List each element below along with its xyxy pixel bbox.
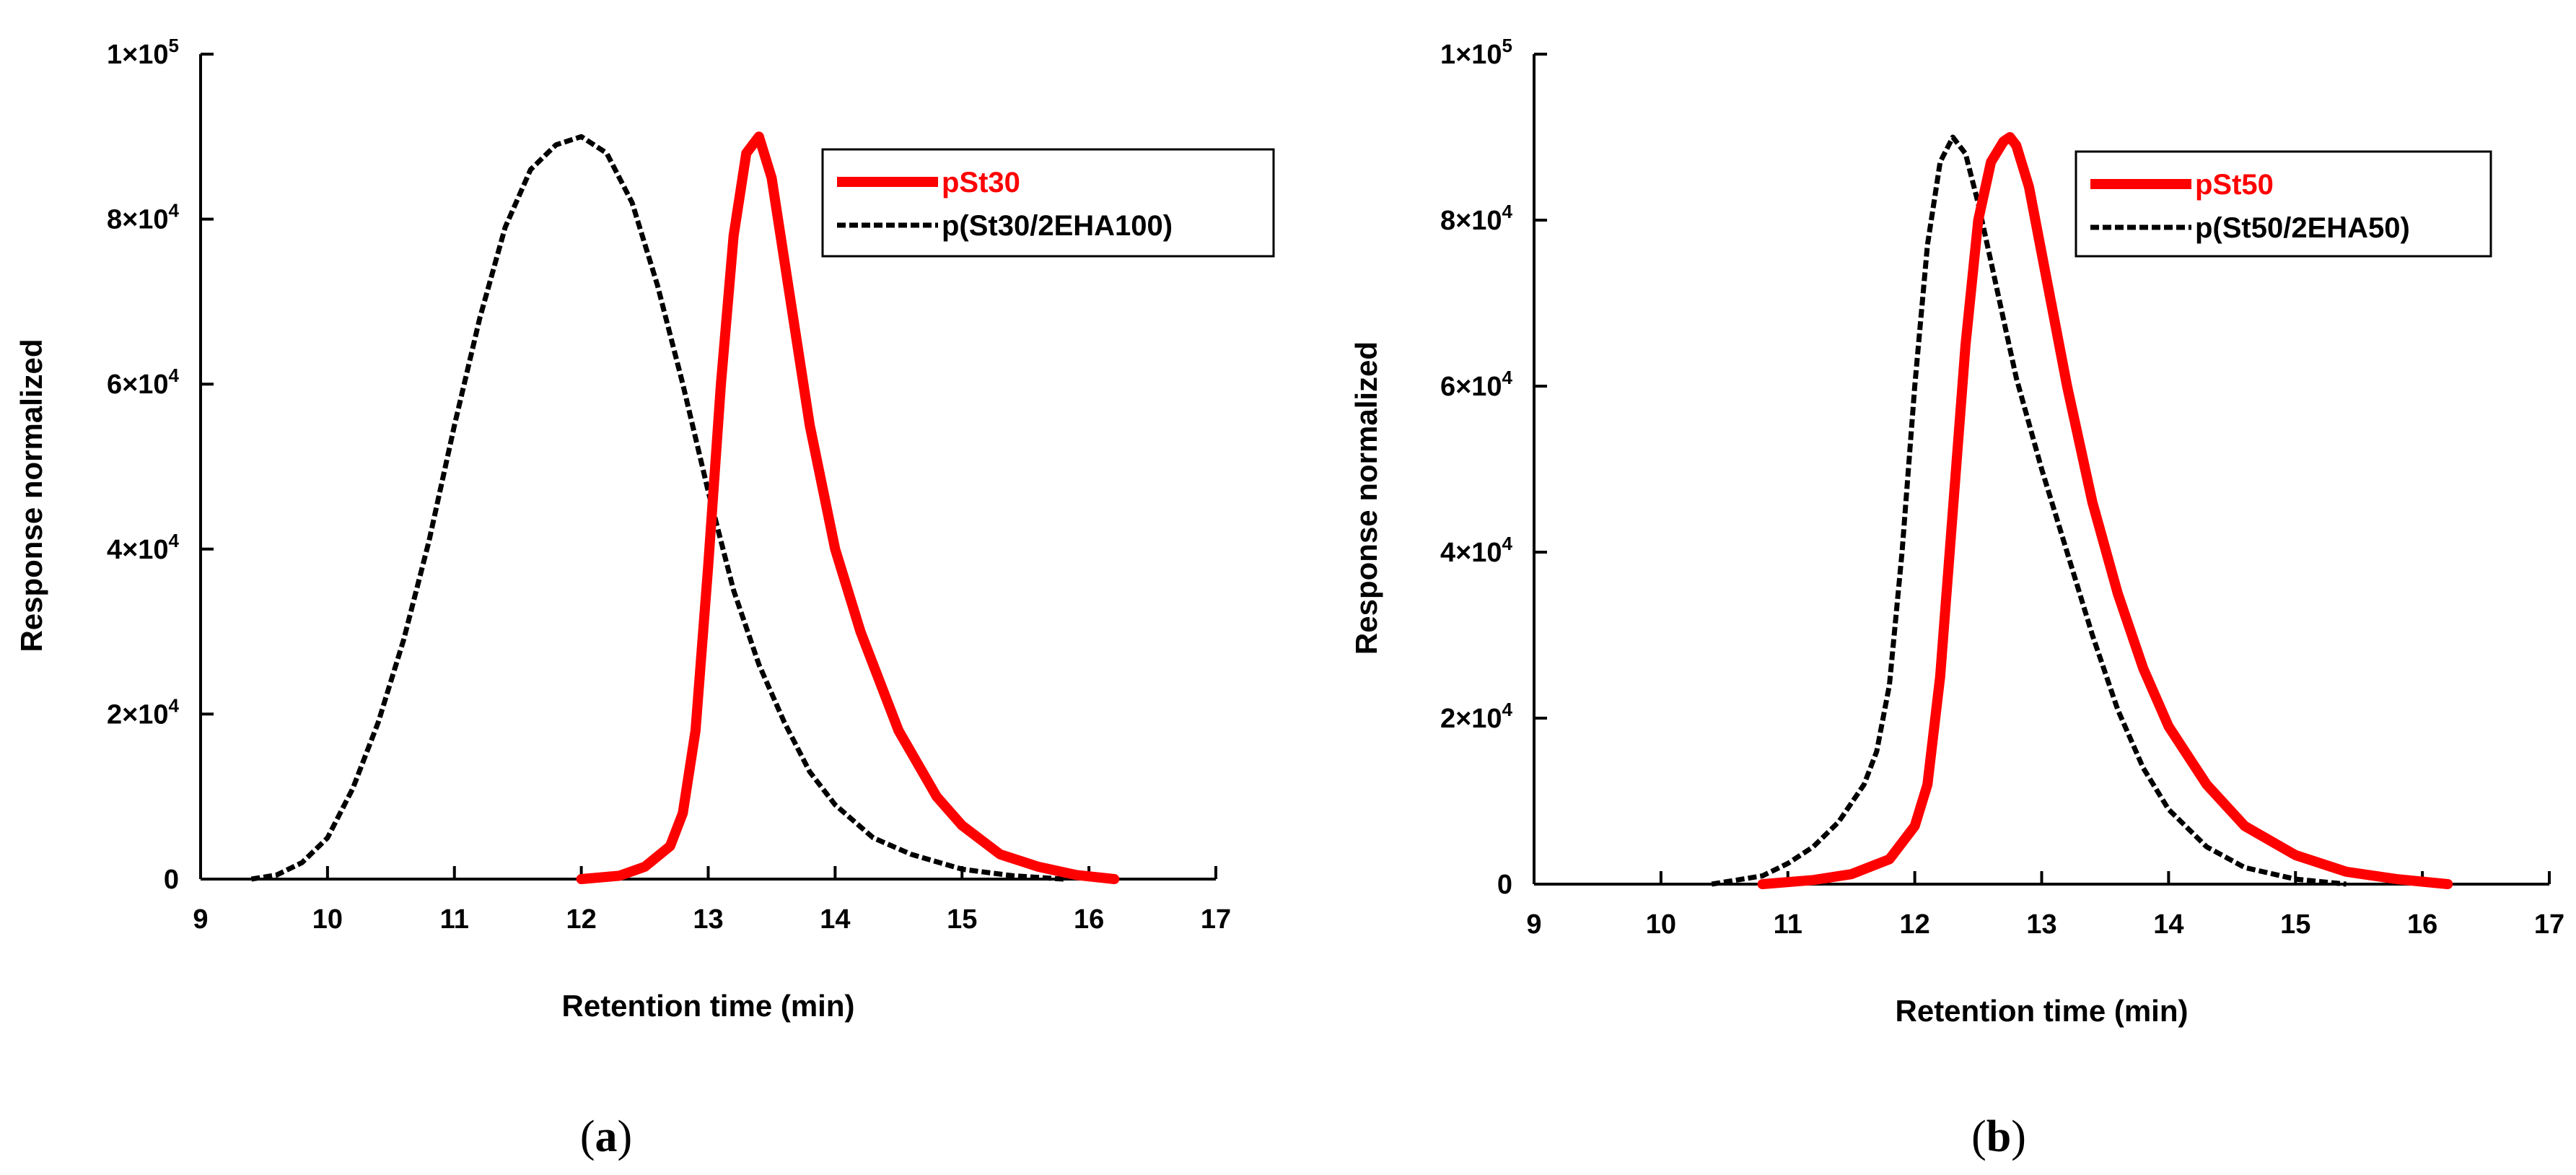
panel-b-x-tick-label: 13 [2026,909,2056,940]
panel-b-caption: (b) [1971,1112,2026,1161]
panel-a-y-tick-label: 4×104 [107,530,180,565]
panel-b-x-tick-label: 15 [2280,909,2310,940]
panel-b-x-tick-label: 17 [2534,909,2564,940]
panel-a-y-tick-label: 8×104 [107,200,180,235]
panel-b-legend: pSt50 p(St50/2EHA50) [2075,150,2492,258]
panel-a-y-axis-title: Response normalized [14,338,48,652]
panel-a-x-tick-label: 16 [1074,904,1104,935]
panel-b-legend-label: p(St50/2EHA50) [2195,212,2410,244]
panel-a-y-tick-label: 0 [164,865,179,895]
panel-a-y-tick-label: 1×105 [107,35,179,70]
panel-b-x-tick-label: 16 [2407,909,2437,940]
panel-a-series-solid-line [576,131,1120,884]
panel-a-legend-label: pSt30 [942,167,1020,198]
panel-b-y-tick-label: 4×104 [1440,533,1513,568]
panel-a-x-tick-label: 14 [820,904,850,935]
panel-a-y-tick-label: 2×104 [107,694,180,730]
panel-b-x-tick-label: 14 [2153,909,2183,940]
panel-b-y-axis-title: Response normalized [1349,341,1383,655]
panel-a-x-tick-label: 17 [1201,904,1231,935]
panel-b-x-tick-label: 12 [1899,909,1929,940]
chart-panel-b: 9 10 11 12 13 14 15 16 17 0 2×104 4×104 6×104 8×104 1×… [1349,35,2564,1161]
panel-b-y-tick-label: 2×104 [1440,699,1513,734]
panel-b-y-tick-label: 0 [1497,870,1512,900]
panel-b-x-axis-title: Retention time (min) [1896,994,2189,1028]
panel-a-legend: pSt30 p(St30/2EHA100) [821,148,1275,258]
panel-b-y-tick-label: 1×105 [1440,35,1512,70]
chart-panel-a: 9 10 11 12 13 14 15 16 17 0 2×104 4×104 6×104 8×104 1×… [14,35,1275,1161]
panel-a-x-tick-label: 13 [693,904,723,935]
panel-a-x-axis-title: Retention time (min) [562,989,855,1023]
panel-b-y-tick-label: 6×104 [1440,367,1513,402]
panel-a-caption: (a) [580,1112,632,1161]
panel-a-legend-label: p(St30/2EHA100) [942,210,1173,242]
panel-a-x-tick-label: 9 [193,904,208,935]
panel-b-y-tick-label: 8×104 [1440,201,1513,236]
panel-a-legend-box [821,148,1275,258]
panel-a-series-dashed-line [250,134,1064,882]
panel-a-x-tick-label: 15 [947,904,977,935]
panel-a-x-tick-label: 11 [440,904,469,935]
panel-b-x-tick-label: 11 [1774,909,1802,940]
panel-b-x-tick-label: 10 [1646,909,1676,940]
panel-a-x-tick-label: 10 [312,904,343,935]
panel-a-x-tick-label: 12 [566,904,596,935]
panel-b-legend-box [2075,150,2492,258]
panel-a-y-tick-label: 6×104 [107,364,180,400]
panel-b-x-tick-label: 9 [1526,909,1541,940]
panel-b-series-solid-line [1757,132,2453,889]
panel-b-legend-label: pSt50 [2195,169,2274,201]
